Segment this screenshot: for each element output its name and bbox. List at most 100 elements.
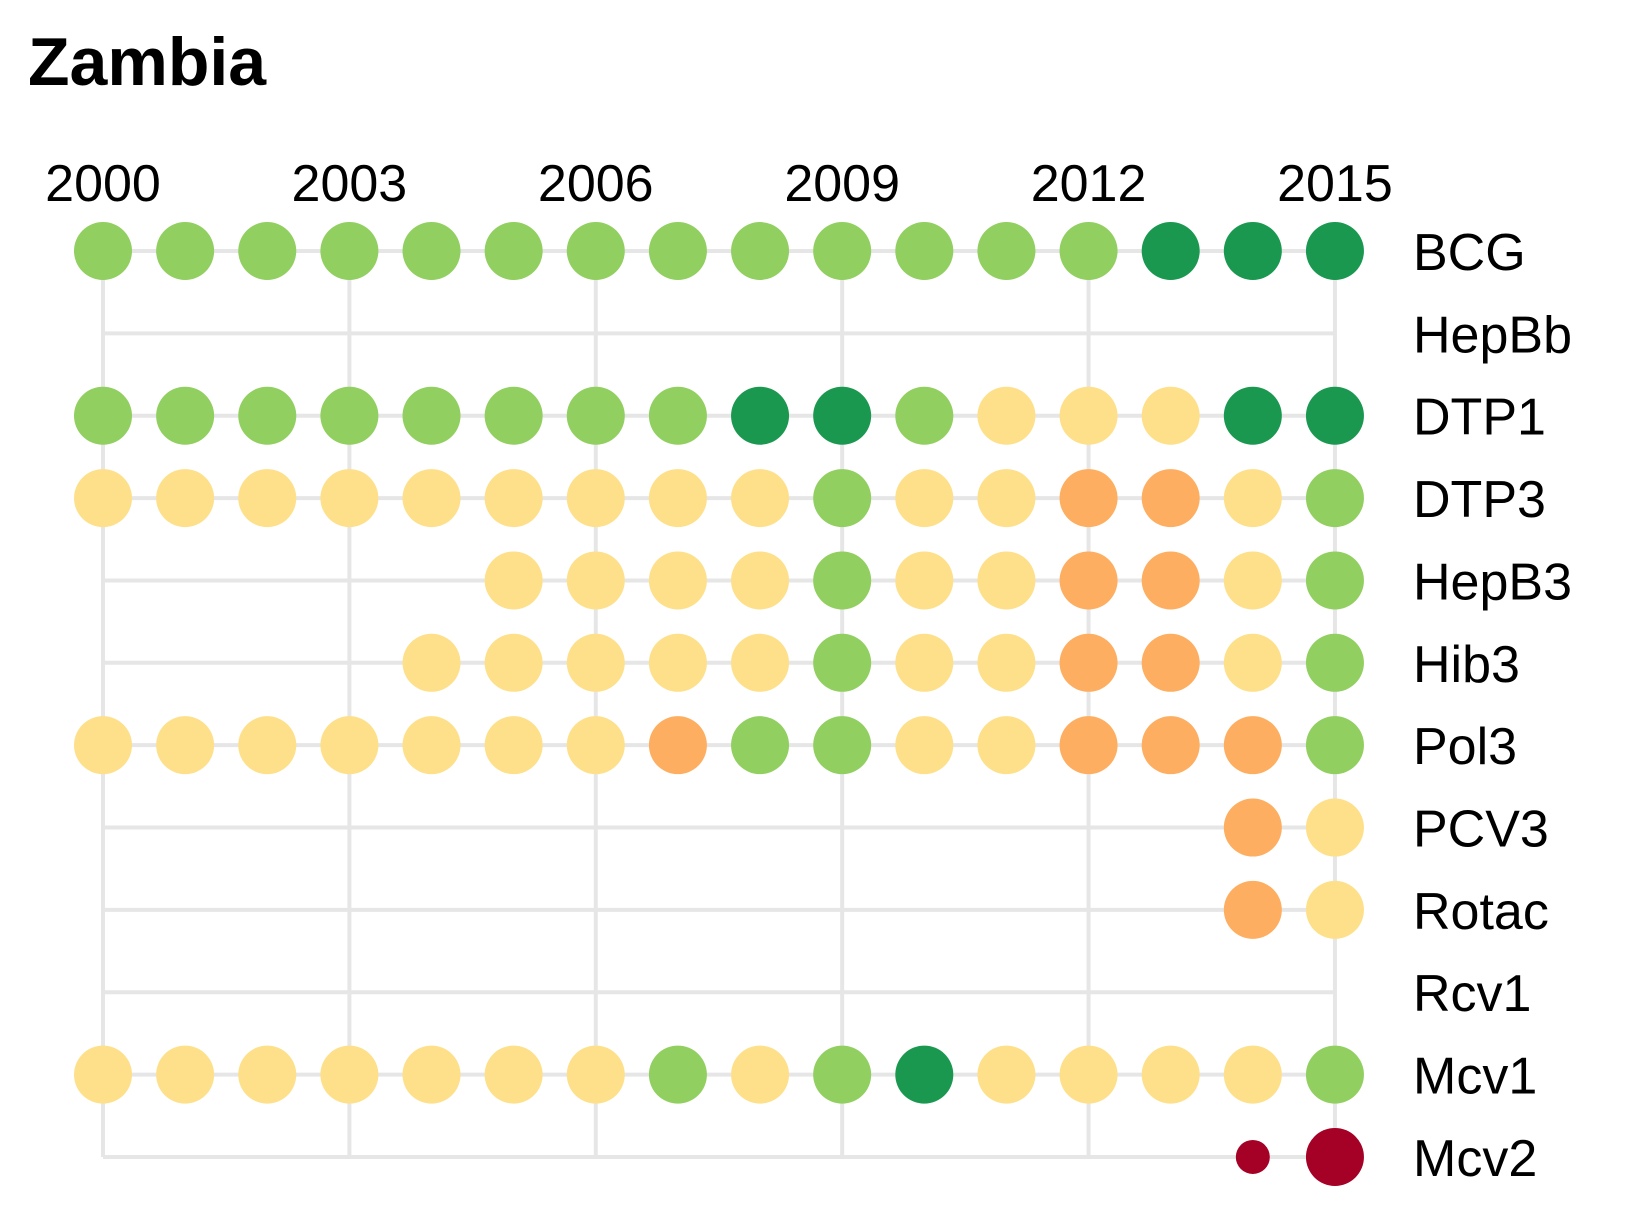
row-label-mcv2: Mcv2 <box>1413 1130 1537 1188</box>
dot-mcv1-2006 <box>566 1045 625 1104</box>
dot-dtp1-2014 <box>1223 386 1282 445</box>
row-labels: BCG HepBb DTP1 DTP3 HepB3 Hib3 Pol3 PCV3 Rotac Rc… <box>1413 224 1572 1188</box>
dot-bcg-2008 <box>731 222 790 280</box>
dot-dtp3-2006 <box>566 469 625 528</box>
dot-bcg-2012 <box>1059 222 1118 280</box>
dot-pol3-2012 <box>1059 716 1118 775</box>
dot-bcg-2014 <box>1223 222 1282 280</box>
dot-hepb3-2010 <box>895 551 954 610</box>
dot-pol3-2000 <box>74 716 132 775</box>
dot-hepb3-2006 <box>566 551 625 610</box>
dot-dtp3-2003 <box>320 469 379 528</box>
dot-dtp1-2009 <box>813 386 872 445</box>
dot-hib3-2012 <box>1059 633 1118 692</box>
x-tick-label: 2009 <box>784 155 900 213</box>
row-label-hib3: Hib3 <box>1413 636 1520 694</box>
dots <box>74 222 1364 1186</box>
dot-mcv1-2013 <box>1141 1045 1200 1104</box>
x-tick-label: 2012 <box>1031 155 1147 213</box>
dot-dtp1-2015 <box>1305 386 1364 445</box>
dot-hepb3-2014 <box>1223 551 1282 610</box>
dot-mcv1-2005 <box>484 1045 543 1104</box>
dot-dtp3-2008 <box>731 469 790 528</box>
row-label-dtp1: DTP1 <box>1413 389 1546 447</box>
dot-dtp3-2015 <box>1305 469 1364 528</box>
x-axis-ticks: 2000 2003 2006 2009 2012 2015 <box>45 155 1393 213</box>
dot-bcg-2015 <box>1305 222 1364 280</box>
dot-hib3-2011 <box>977 633 1036 692</box>
dot-dtp1-2002 <box>238 386 297 445</box>
dot-dtp3-2007 <box>648 469 707 528</box>
dot-bcg-2011 <box>977 222 1036 280</box>
dot-hepb3-2011 <box>977 551 1036 610</box>
dot-dtp3-2005 <box>484 469 543 528</box>
dot-hib3-2014 <box>1223 633 1282 692</box>
chart-title: Zambia <box>28 24 267 100</box>
dot-pcv3-2015 <box>1305 798 1364 857</box>
dot-bcg-2005 <box>484 222 543 280</box>
dot-pol3-2010 <box>895 716 954 775</box>
dot-bcg-2001 <box>156 222 215 280</box>
row-label-bcg: BCG <box>1413 224 1526 282</box>
dot-dtp3-2004 <box>402 469 461 528</box>
x-tick-label: 2003 <box>292 155 408 213</box>
dot-hib3-2008 <box>731 633 790 692</box>
dot-hepb3-2013 <box>1141 551 1200 610</box>
dot-dtp1-2013 <box>1141 386 1200 445</box>
dot-pol3-2002 <box>238 716 297 775</box>
row-label-pcv3: PCV3 <box>1413 801 1549 859</box>
dot-pol3-2014 <box>1223 716 1282 775</box>
dot-dtp1-2008 <box>731 386 790 445</box>
dot-dtp3-2002 <box>238 469 297 528</box>
row-label-hepbb: HepBb <box>1413 306 1572 364</box>
dot-hib3-2005 <box>484 633 543 692</box>
dot-hepb3-2009 <box>813 551 872 610</box>
dot-hib3-2009 <box>813 633 872 692</box>
dot-dtp3-2012 <box>1059 469 1118 528</box>
dot-bcg-2002 <box>238 222 297 280</box>
dot-dtp3-2014 <box>1223 469 1282 528</box>
dot-bcg-2003 <box>320 222 379 280</box>
dot-mcv1-2004 <box>402 1045 461 1104</box>
dot-hib3-2013 <box>1141 633 1200 692</box>
dot-mcv1-2010 <box>895 1045 954 1104</box>
dot-dtp1-2003 <box>320 386 379 445</box>
dot-pol3-2009 <box>813 716 872 775</box>
dot-pol3-2007 <box>648 716 707 775</box>
dot-hib3-2015 <box>1305 633 1364 692</box>
dot-mcv1-2011 <box>977 1045 1036 1104</box>
dot-mcv1-2007 <box>648 1045 707 1104</box>
dot-hepb3-2008 <box>731 551 790 610</box>
dot-hepb3-2012 <box>1059 551 1118 610</box>
dot-hib3-2004 <box>402 633 461 692</box>
dot-hib3-2007 <box>648 633 707 692</box>
grid <box>101 249 1337 1159</box>
dot-bcg-2000 <box>74 222 132 280</box>
dot-dtp3-2010 <box>895 469 954 528</box>
dot-rotac-2015 <box>1305 880 1364 939</box>
dot-mcv1-2001 <box>156 1045 215 1104</box>
dot-dtp1-2001 <box>156 386 215 445</box>
dot-dtp1-2004 <box>402 386 461 445</box>
row-label-hepb3: HepB3 <box>1413 553 1572 611</box>
dot-bcg-2006 <box>566 222 625 280</box>
dot-bcg-2004 <box>402 222 461 280</box>
dot-mcv1-2015 <box>1305 1045 1364 1104</box>
dot-dtp1-2012 <box>1059 386 1118 445</box>
dot-pol3-2006 <box>566 716 625 775</box>
dot-pol3-2015 <box>1305 716 1364 775</box>
row-label-rcv1: Rcv1 <box>1413 965 1531 1023</box>
dot-mcv1-2002 <box>238 1045 297 1104</box>
dot-dtp3-2000 <box>74 469 132 528</box>
dot-pcv3-2014 <box>1223 798 1282 857</box>
dot-hepb3-2007 <box>648 551 707 610</box>
dot-mcv1-2014 <box>1223 1045 1282 1104</box>
dot-rotac-2014 <box>1223 880 1282 939</box>
dot-pol3-2013 <box>1141 716 1200 775</box>
row-label-pol3: Pol3 <box>1413 718 1517 776</box>
dot-mcv1-2000 <box>74 1045 132 1104</box>
dot-mcv2-2014 <box>1235 1139 1270 1174</box>
dot-dtp3-2001 <box>156 469 215 528</box>
dot-dtp1-2000 <box>74 386 132 445</box>
